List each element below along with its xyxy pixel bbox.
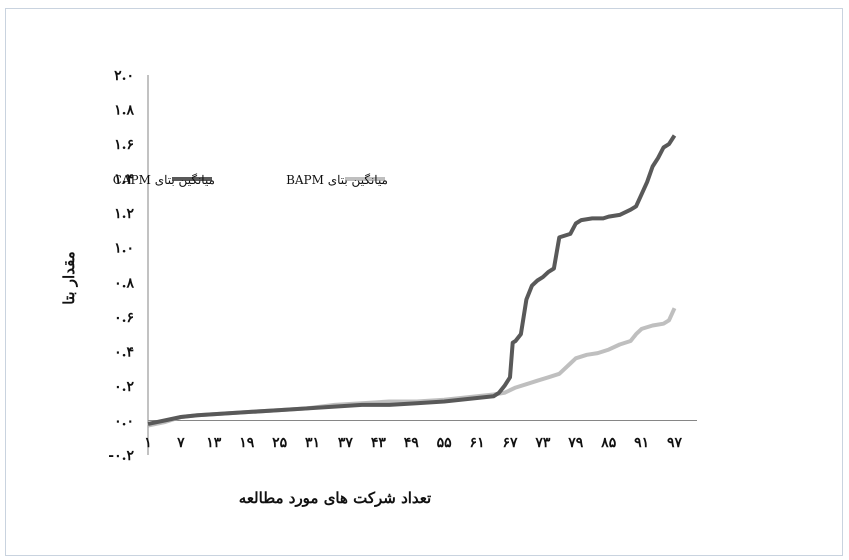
y-tick-label: -۰.۲ [108, 448, 134, 464]
y-tick-label: ۰.۶ [114, 310, 134, 326]
x-tick-label: ۱۳ [206, 435, 222, 451]
x-tick-label: ۷۳ [534, 435, 551, 451]
x-tick-label: ۲۵ [272, 435, 288, 451]
y-tick-label: ۰.۰ [114, 413, 134, 429]
legend-label-bapm: میانگین بتای BAPM [286, 173, 388, 187]
axes [147, 75, 697, 455]
x-axis-title: تعداد شرکت های مورد مطالعه [239, 489, 431, 507]
x-tick-labels: ۱ ۷ ۱۳ ۱۹ ۲۵ ۳۱ ۳۷ ۴۳ ۴۹ ۵۵ ۶۱ ۶۷ ۷۳ ۷۹ ۸۵ ۹۱ ۹۷ [144, 435, 682, 451]
x-tick-label: ۷۹ [567, 435, 584, 451]
chart-frame [5, 8, 843, 556]
x-tick-label: ۱۹ [239, 435, 255, 451]
y-axis-title: مقدار بتا [60, 251, 78, 304]
y-tick-label: ۰.۴ [114, 344, 134, 360]
x-tick-label: ۶۱ [470, 435, 485, 451]
y-tick-label: ۱.۲ [114, 206, 134, 222]
x-tick-label: ۳۷ [338, 435, 354, 451]
y-tick-label: ۲.۰ [114, 68, 134, 84]
x-tick-label: ۳۱ [305, 435, 320, 451]
x-tick-label: ۴۹ [404, 435, 420, 451]
x-tick-label: ۹۷ [667, 435, 683, 451]
y-tick-label: ۱.۶ [114, 137, 134, 153]
x-tick-label: ۹۱ [634, 435, 649, 451]
y-tick-label: ۰.۲ [114, 379, 134, 395]
y-tick-labels: ۲.۰ ۱.۸ ۱.۶ ۱.۴ ۱.۲ ۱.۰ ۰.۸ ۰.۶ ۰.۴ ۰.۲ ۰.۰ -۰.۲ [108, 68, 134, 464]
x-tick-label: ۵۵ [437, 435, 453, 451]
x-tick-label: ۸۵ [600, 435, 617, 451]
x-tick-label: ۷ [176, 435, 185, 451]
x-tick-label: ۶۷ [502, 435, 518, 451]
series-line-capm [147, 134, 677, 426]
x-tick-label: ۱ [144, 435, 152, 451]
y-tick-label: ۰.۸ [114, 275, 134, 291]
y-tick-label: ۱.۸ [114, 103, 134, 119]
legend-label-capm: میانگین بتای CAPM [113, 173, 215, 187]
y-tick-label: ۱.۰ [114, 241, 134, 257]
legend: میانگین بتای CAPM میانگین بتای BAPM [113, 173, 388, 187]
series-line-bapm [147, 307, 677, 428]
series-lines [147, 134, 677, 428]
x-tick-label: ۴۳ [371, 435, 387, 451]
y-tick-label: ۱.۴ [114, 172, 134, 188]
